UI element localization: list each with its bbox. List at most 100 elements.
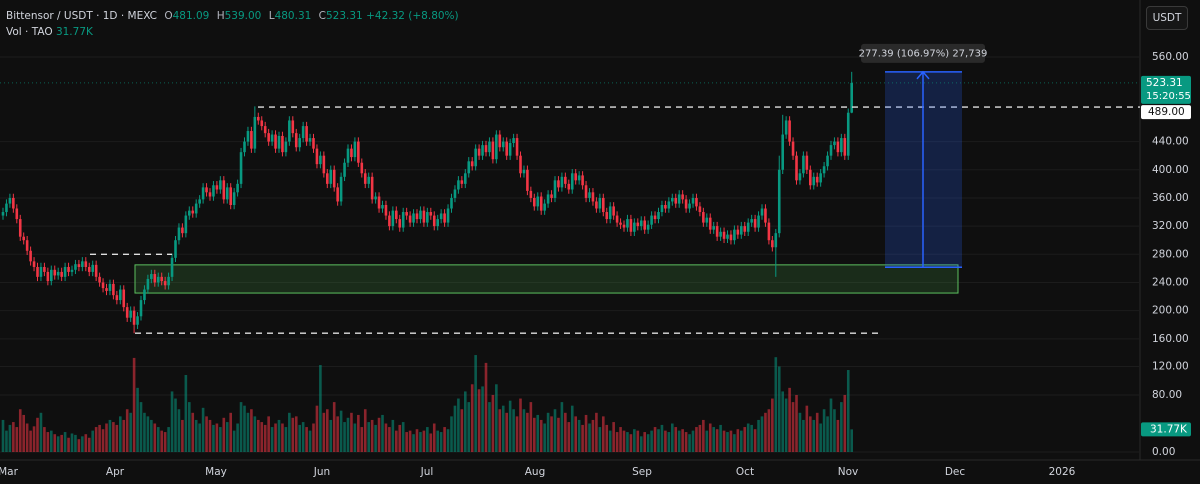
volume-bar [677, 430, 681, 453]
volume-bar [671, 423, 674, 453]
candle-body [253, 116, 257, 149]
candle-body [98, 276, 101, 283]
volume-bar [536, 414, 540, 453]
candle-body [681, 194, 684, 200]
volume-bar [767, 409, 771, 453]
volume-bar [177, 409, 181, 453]
volume-bar [660, 424, 664, 453]
volume-bar [629, 434, 633, 453]
candle-body [677, 194, 681, 204]
candle-body [698, 206, 702, 213]
candle-body [774, 233, 778, 248]
volume-bar [98, 424, 101, 453]
volume-bar [691, 430, 695, 453]
volume-bar [298, 424, 301, 453]
candle-body [36, 266, 39, 277]
volume-bar [760, 416, 764, 453]
volume-bar [329, 419, 333, 453]
volume-bar [429, 433, 433, 453]
volume-bar [743, 427, 747, 453]
volume-bar [595, 412, 598, 453]
candle-body [584, 185, 588, 198]
candle-body [395, 210, 398, 220]
candle-body [374, 196, 377, 200]
volume-bar [619, 427, 622, 453]
volume-bar [246, 412, 250, 453]
candle-body [619, 222, 622, 225]
candle-body [18, 219, 22, 237]
volume-bar [508, 400, 512, 453]
volume-bar [332, 402, 336, 453]
candle-body [208, 192, 212, 197]
volume-bar [46, 432, 50, 453]
candle-body [788, 120, 791, 142]
field-key: L [268, 10, 275, 22]
volume-bar [122, 419, 126, 453]
candle-body [612, 206, 615, 216]
volume-bar [18, 409, 22, 453]
candle-body [553, 180, 557, 198]
candle-body [777, 169, 781, 234]
candle-body [746, 222, 750, 232]
candle-body [457, 180, 460, 190]
candle-body [771, 240, 774, 248]
y-tick-label: 360.00 [1152, 192, 1189, 204]
volume-bar [674, 427, 678, 453]
candle-body [246, 131, 250, 142]
volume-bar [470, 384, 474, 453]
volume-bar [740, 430, 743, 453]
candle-body [322, 155, 326, 174]
candle-body [46, 271, 50, 282]
candle-body [8, 197, 12, 204]
candle-body [1, 212, 5, 216]
volume-bar [105, 423, 108, 453]
volume-bar [305, 427, 308, 453]
candle-body [615, 215, 619, 223]
volume-bar [150, 419, 153, 453]
volume-bar [598, 427, 602, 453]
volume-bar [81, 436, 84, 453]
candle-body [32, 261, 36, 267]
candle-body [815, 176, 819, 183]
volume-bar [215, 423, 219, 453]
volume-bar [798, 412, 802, 453]
volume-bar [805, 405, 809, 453]
candle-body [477, 148, 481, 156]
candle-body [343, 162, 346, 177]
candle-body [50, 269, 53, 282]
y-tick-label: 320.00 [1152, 220, 1189, 232]
volume-bar [84, 434, 88, 453]
candle-body [453, 189, 457, 198]
candle-body [826, 155, 829, 167]
volume-bar [15, 427, 19, 453]
candle-body [840, 138, 843, 153]
candle-body [508, 143, 512, 156]
candle-body [643, 220, 646, 230]
candle-body [419, 210, 422, 220]
candle-body [470, 161, 474, 167]
volume-bar [253, 416, 257, 453]
volume-bar [622, 430, 626, 453]
x-tick-label: Jun [313, 466, 330, 478]
volume-bar [488, 402, 491, 453]
measure-arrowhead [916, 70, 930, 80]
candle-body [795, 155, 798, 181]
volume-bar [170, 391, 174, 453]
volume-bar [570, 405, 574, 453]
candle-body [94, 264, 98, 277]
volume-bar [143, 412, 146, 453]
candle-body [753, 219, 757, 228]
candle-body [77, 264, 81, 267]
volume-bar [357, 414, 360, 453]
volume-bar [774, 357, 778, 453]
y2-tick-label: 80.00 [1152, 389, 1182, 401]
volume-bar [391, 419, 395, 453]
vol-label: Vol · TAO [6, 26, 53, 38]
volume-bar [274, 423, 277, 453]
candle-body [836, 141, 840, 153]
field-key: H [216, 10, 225, 22]
candle-body [598, 197, 602, 209]
candle-body [239, 152, 243, 184]
volume-bar [843, 394, 847, 453]
currency-button[interactable]: USDT [1146, 6, 1188, 30]
